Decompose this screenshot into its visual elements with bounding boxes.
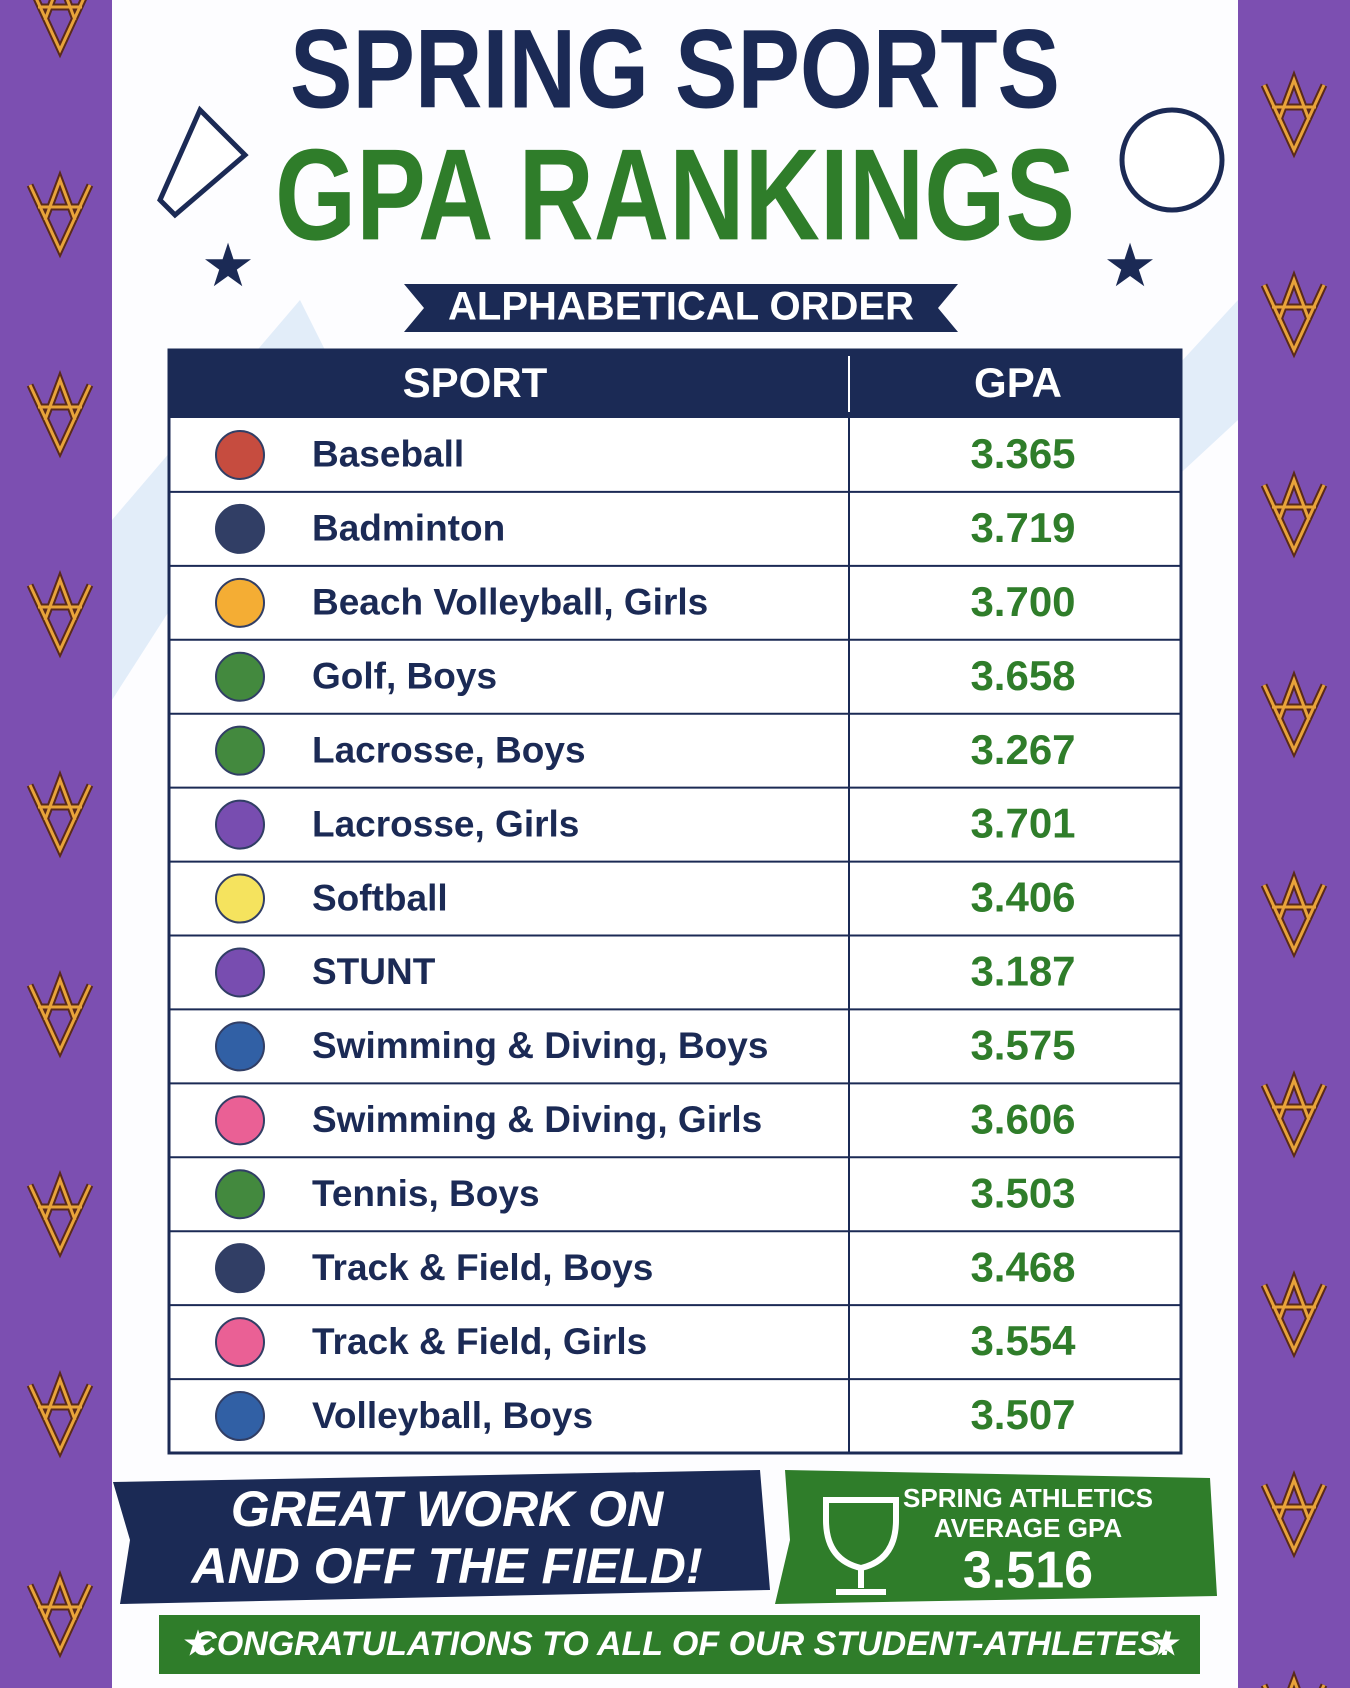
gpa: 3.701	[970, 800, 1075, 847]
sport-name: Baseball	[312, 434, 464, 475]
gpa: 3.700	[970, 578, 1075, 625]
logo	[28, 775, 92, 854]
gpa: 3.365	[970, 430, 1075, 477]
average-label-line2: AVERAGE GPA	[934, 1513, 1123, 1543]
sport-icon	[215, 799, 265, 850]
star-decor: ★	[201, 232, 255, 299]
sport-name: Track & Field, Girls	[312, 1321, 647, 1362]
sport-icon	[215, 1317, 265, 1368]
logo	[1262, 875, 1326, 954]
average-value: 3.516	[963, 1542, 1093, 1600]
sport-name: STUNT	[312, 951, 436, 992]
sport-icon	[215, 947, 265, 998]
subtitle: ALPHABETICAL ORDER	[448, 285, 914, 329]
sport-icon	[215, 1169, 265, 1220]
sport-icon	[215, 503, 265, 554]
column-header: SPORT	[403, 359, 548, 406]
logo	[1262, 75, 1326, 154]
gpa: 3.719	[970, 504, 1075, 551]
message-line1: GREAT WORK ON	[231, 1481, 664, 1537]
logo	[28, 175, 92, 254]
gpa: 3.507	[970, 1391, 1075, 1438]
gpa: 3.468	[970, 1243, 1075, 1290]
title-line2: GPA RANKINGS	[275, 121, 1075, 267]
sport-icon	[215, 873, 265, 924]
congrats: CONGRATULATIONS TO ALL OF OUR STUDENT-AT…	[192, 1625, 1172, 1663]
average-label-line1: SPRING ATHLETICS	[903, 1483, 1153, 1513]
sport-name: Beach Volleyball, Girls	[312, 582, 708, 623]
gpa: 3.658	[970, 652, 1075, 699]
sport-icon	[215, 577, 265, 628]
star-decor: ★	[182, 1623, 214, 1664]
logo	[28, 1175, 92, 1254]
logo	[1262, 675, 1326, 754]
logo	[35, 0, 85, 54]
sport-icon	[215, 1021, 265, 1072]
message-line2: AND OFF THE FIELD!	[189, 1538, 702, 1594]
sport-icon	[215, 429, 265, 480]
star-decor: ★	[1103, 232, 1157, 299]
sport-icon	[215, 1095, 265, 1146]
message-brush	[113, 1470, 770, 1604]
logo	[1262, 275, 1326, 354]
gpa: 3.554	[970, 1317, 1076, 1364]
logo	[1262, 1275, 1326, 1354]
star-decor: ★	[1150, 1623, 1182, 1664]
title-line1: SPRING SPORTS	[290, 7, 1060, 132]
sport-name: Badminton	[312, 508, 505, 549]
rows: Baseball 3.365 Badminton 3.719 Beach Volleyb…	[169, 429, 1181, 1442]
shuttlecock-decor	[157, 105, 249, 219]
sport-icon	[215, 725, 265, 776]
gpa: 3.187	[970, 948, 1075, 995]
trophy	[823, 1497, 899, 1595]
table-header	[169, 350, 1181, 418]
sport-name: Tennis, Boys	[312, 1173, 540, 1214]
congrats-bar	[159, 1615, 1200, 1674]
sport-icon	[215, 651, 265, 702]
sport-name: Swimming & Diving, Girls	[312, 1099, 762, 1140]
logo	[1262, 1675, 1326, 1688]
logo	[28, 975, 92, 1054]
logos	[26, 0, 1328, 1688]
logo	[28, 1375, 92, 1454]
sport-name: Golf, Boys	[312, 656, 497, 697]
subtitle-ribbon	[404, 284, 958, 332]
column-header: GPA	[974, 359, 1062, 406]
logo	[28, 1575, 92, 1654]
logo	[1262, 475, 1326, 554]
sport-icon	[215, 1391, 265, 1442]
gpa: 3.267	[970, 726, 1075, 773]
logo	[28, 375, 92, 454]
sport-name: Softball	[312, 877, 448, 918]
right-band	[1238, 0, 1350, 1688]
gpa: 3.503	[970, 1169, 1075, 1216]
sport-name: Volleyball, Boys	[312, 1395, 593, 1436]
sport-name: Lacrosse, Boys	[312, 729, 586, 770]
gpa: 3.406	[970, 874, 1075, 921]
average-brush	[775, 1470, 1217, 1604]
table	[167, 348, 1183, 1455]
logo	[1262, 1475, 1326, 1554]
logo	[28, 575, 92, 654]
sport-name: Lacrosse, Girls	[312, 803, 579, 844]
logo	[1262, 1075, 1326, 1154]
gpa: 3.606	[970, 1095, 1075, 1142]
sport-icon	[215, 1243, 265, 1294]
sport-name: Track & Field, Boys	[312, 1247, 653, 1288]
sport-name: Swimming & Diving, Boys	[312, 1025, 768, 1066]
gpa: 3.575	[970, 1021, 1075, 1068]
volleyball-decor	[1119, 107, 1225, 213]
